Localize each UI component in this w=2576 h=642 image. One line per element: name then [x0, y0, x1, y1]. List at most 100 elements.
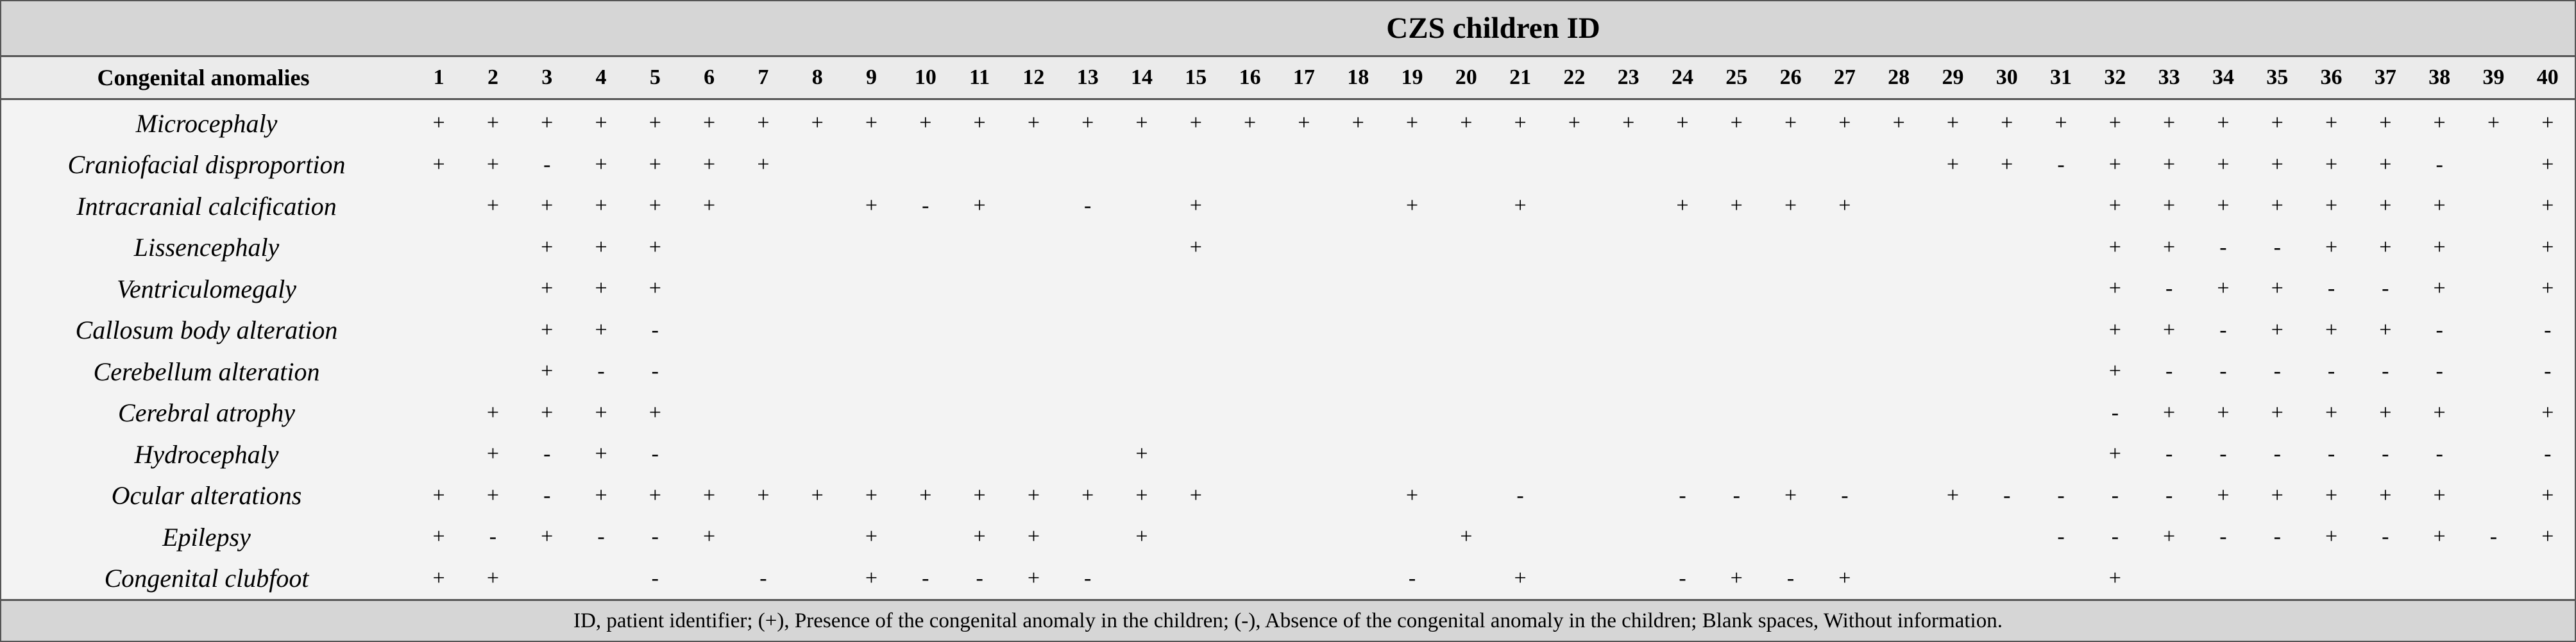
table-cell: [1980, 434, 2034, 475]
table-cell: +: [1352, 111, 1364, 135]
table-cell: [1547, 516, 1601, 558]
table-cell: [1763, 516, 1817, 558]
table-cell: +: [486, 111, 500, 135]
column-header-id: 35: [2250, 56, 2305, 100]
table-cell: [682, 558, 736, 600]
table-cell: [1493, 268, 1547, 310]
table-cell: [1980, 185, 2034, 227]
table-cell: [1277, 268, 1331, 310]
table-cell: [1926, 393, 1979, 434]
table-cell: [1602, 144, 1656, 186]
table-cell: [1223, 516, 1276, 558]
table-cell: [1439, 144, 1493, 186]
column-header-id: 13: [1060, 56, 1115, 100]
table-cell: [899, 434, 953, 475]
table-cell: [1439, 475, 1493, 517]
table-cell: +: [595, 152, 607, 176]
table-cell: +: [2163, 400, 2176, 425]
table-cell: -: [2219, 359, 2227, 384]
table-cell: [1223, 268, 1276, 310]
table-cell: -: [2436, 317, 2443, 342]
table-cell: +: [648, 194, 661, 218]
table-cell: [1223, 310, 1276, 351]
table-cell: +: [2108, 235, 2121, 259]
table-row: Microcephaly + + + + + + + + + + + + + + + + + + + + + + + + + + + +…: [1, 99, 2575, 144]
table-cell: [790, 393, 844, 434]
table-cell: [1006, 185, 1060, 227]
table-cell: [790, 268, 844, 310]
table-cell: [2034, 393, 2088, 434]
table-cell: [1006, 144, 1060, 186]
table-cell: [1926, 268, 1979, 310]
table-cell: [1385, 268, 1439, 310]
table-cell: [2034, 268, 2088, 310]
table-cell: -: [1679, 483, 1686, 507]
column-header-id: 21: [1493, 56, 1548, 100]
table-cell: [790, 558, 844, 600]
table-cell: +: [757, 483, 770, 507]
column-header-id: 33: [2142, 56, 2196, 100]
table-cell: [736, 227, 790, 269]
table-cell: +: [2325, 317, 2338, 342]
table-cell: [682, 351, 736, 393]
table-cell: [953, 351, 1006, 393]
table-cell: +: [2541, 276, 2554, 301]
table-cell: [1818, 310, 1872, 351]
column-header-id: 29: [1926, 56, 1980, 100]
table-cell: -: [1786, 566, 1795, 590]
table-cell: [1331, 558, 1385, 600]
table-cell: -: [2544, 317, 2552, 342]
table-cell: [1331, 144, 1385, 186]
table-cell: [1818, 144, 1872, 186]
table-cell: [1602, 558, 1656, 600]
table-cell: [1169, 310, 1223, 351]
table-cell: +: [2271, 152, 2284, 176]
row-label: Cerebellum alteration: [93, 357, 320, 386]
table-cell: +: [1946, 483, 1960, 507]
table-cell: +: [2217, 194, 2230, 218]
table-cell: [1493, 434, 1547, 475]
table-cell: [1061, 393, 1115, 434]
table-cell: [1331, 227, 1385, 269]
table-row: Intracranial calcification + + + + + + - + - + + + + +…: [1, 185, 2575, 227]
table-cell: [1169, 268, 1223, 310]
table-cell: [899, 393, 953, 434]
table-cell: +: [2271, 194, 2284, 218]
row-label: Ventriculomegaly: [117, 274, 296, 303]
table-cell: +: [919, 111, 932, 135]
row-label: Microcephaly: [135, 108, 278, 138]
table-cell: +: [2001, 111, 2013, 135]
table-cell: +: [648, 483, 661, 507]
table-cell: [2466, 268, 2520, 310]
table-cell: +: [2379, 483, 2392, 507]
table-cell: +: [2271, 111, 2284, 135]
table-cell: +: [1189, 194, 1202, 218]
column-header-id: 18: [1331, 56, 1385, 100]
table-cell: [1709, 434, 1763, 475]
column-header-id: 23: [1601, 56, 1656, 100]
table-cell: +: [1189, 235, 1202, 259]
table-cell: -: [2544, 442, 2552, 466]
table-cell: [2034, 558, 2088, 600]
table-cell: [1602, 351, 1656, 393]
column-header-id: 26: [1763, 56, 1818, 100]
table-row: Cerebellum alteration + - - + - - - - - - -: [1, 351, 2575, 393]
table-cell: +: [1081, 111, 1094, 135]
table-cell: -: [651, 359, 659, 384]
table-cell: [1061, 144, 1115, 186]
table-cell: -: [651, 525, 659, 549]
table-cell: [1547, 310, 1601, 351]
table-cell: [1602, 185, 1656, 227]
table-cell: +: [2217, 152, 2230, 176]
table-cell: -: [651, 442, 659, 466]
table-cell: [1872, 185, 1926, 227]
table-cell: +: [2433, 194, 2446, 218]
table-cell: [1223, 393, 1276, 434]
table-cell: +: [486, 194, 500, 218]
table-cell: [1763, 227, 1817, 269]
table-cell: +: [432, 111, 445, 135]
table-cell: -: [2111, 483, 2119, 507]
table-cell: +: [757, 111, 770, 135]
table-cell: -: [489, 525, 497, 549]
table-cell: [1547, 393, 1601, 434]
